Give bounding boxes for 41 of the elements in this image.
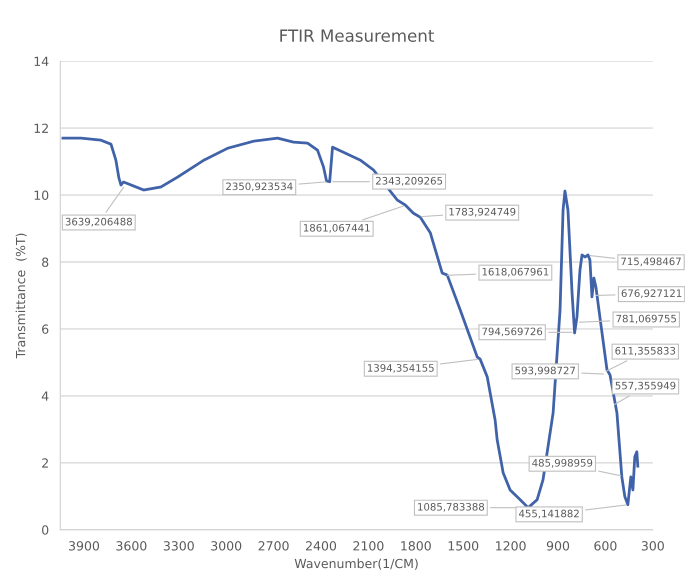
annotation: 1861,067441 <box>304 224 370 233</box>
annotation: 557,355949 <box>616 382 676 390</box>
x-tick-label: 1200 <box>496 541 526 551</box>
annotation: 781,069755 <box>616 314 676 324</box>
annotation: 1618,067961 <box>482 268 548 277</box>
x-tick-label: 300 <box>642 541 664 551</box>
x-tick-label: 1500 <box>448 541 478 551</box>
y-tick-label: 6 <box>42 324 48 334</box>
x-tick-label: 600 <box>594 541 616 551</box>
y-tick-label: 4 <box>42 392 48 401</box>
chart-title: FTIR Measurement <box>280 30 434 42</box>
y-tick-label: 10 <box>34 190 48 200</box>
y-tick-label: 12 <box>34 124 48 133</box>
x-tick-label: 2100 <box>353 541 384 551</box>
annotation: 611,355833 <box>615 346 676 356</box>
x-tick-label: 2700 <box>258 541 289 551</box>
x-axis-title: Wavenumber(1/CM) <box>294 558 418 570</box>
y-tick-label: 0 <box>42 525 48 535</box>
y-tick-label: 8 <box>42 257 48 267</box>
annotation: 2343,209265 <box>376 176 442 186</box>
annotation: 455,141882 <box>518 510 579 518</box>
x-tick-label: 3900 <box>69 541 100 551</box>
annotation: 1783,924749 <box>449 208 516 217</box>
y-tick-label: 14 <box>34 56 48 66</box>
x-tick-label: 3600 <box>116 541 146 551</box>
x-tick-label: 2400 <box>306 541 336 551</box>
annotation: 3639,206488 <box>66 218 132 226</box>
y-tick-label: 2 <box>42 458 48 468</box>
x-tick-label: 900 <box>546 541 570 551</box>
x-tick-label: 3300 <box>164 541 194 551</box>
x-tick-label: 1800 <box>401 541 431 551</box>
y-axis-title: Transmittance (%T) <box>16 234 27 358</box>
annotation: 715,498467 <box>621 258 681 266</box>
annotation: 676,927121 <box>622 289 682 298</box>
annotation: 2350,923534 <box>226 182 293 192</box>
x-tick-label: 3000 <box>211 541 242 551</box>
annotation: 485,998959 <box>532 459 592 468</box>
annotation: 794,569726 <box>482 328 542 336</box>
annotation: 1394,354155 <box>368 364 434 373</box>
annotation: 1085,783388 <box>418 502 484 512</box>
annotation: 593,998727 <box>515 366 576 376</box>
